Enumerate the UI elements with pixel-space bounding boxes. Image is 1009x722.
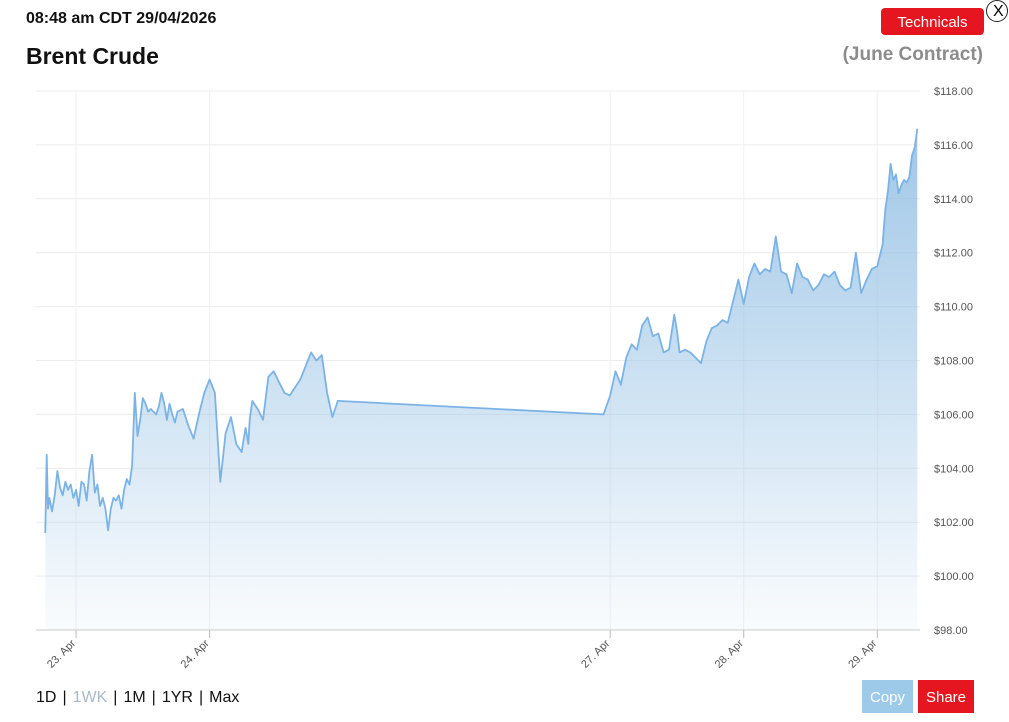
y-tick-label: $118.00	[934, 86, 973, 98]
x-tick-label: 29. Apr	[846, 637, 879, 670]
range-separator: |	[198, 689, 204, 706]
range-1wk[interactable]: 1WK	[72, 689, 108, 706]
y-tick-label: $102.00	[934, 517, 974, 529]
range-max[interactable]: Max	[209, 689, 240, 706]
contract-label: (June Contract)	[842, 44, 983, 65]
range-separator: |	[113, 689, 118, 706]
y-tick-label: $112.00	[934, 248, 973, 260]
share-button[interactable]: Share	[918, 680, 974, 713]
x-tick-label: 23. Apr	[45, 637, 78, 670]
price-chart: $98.00 $100.00 $102.00 $104.00 $106.00 $108.0…	[36, 86, 974, 671]
chart-title: Brent Crude	[26, 43, 159, 69]
close-button[interactable]: X	[986, 0, 1008, 22]
y-tick-label: $100.00	[934, 571, 974, 583]
x-tick-label: 24. Apr	[179, 637, 212, 670]
range-selector: 1D | 1WK | 1M | 1YR | Max	[36, 689, 239, 707]
series-line	[44, 128, 919, 534]
technicals-button[interactable]: Technicals	[881, 8, 984, 35]
range-1yr[interactable]: 1YR	[161, 689, 193, 706]
x-tick-label: 27. Apr	[579, 637, 612, 670]
range-1m[interactable]: 1M	[123, 689, 146, 706]
range-1d[interactable]: 1D	[36, 689, 57, 706]
y-tick-label: $106.00	[934, 409, 974, 421]
range-separator: |	[62, 689, 67, 706]
range-separator: |	[151, 689, 156, 706]
y-tick-label: $104.00	[934, 463, 974, 475]
copy-button[interactable]: Copy	[862, 680, 913, 713]
timestamp: 08:48 am CDT 29/04/2026	[26, 10, 217, 27]
y-tick-label: $114.00	[934, 194, 973, 206]
axes: $98.00 $100.00 $102.00 $104.00 $106.00 $108.0…	[36, 86, 974, 671]
series-layer	[44, 128, 919, 630]
series-area	[45, 128, 918, 630]
x-tick-label: 28. Apr	[713, 637, 746, 670]
y-tick-label: $116.00	[934, 140, 973, 152]
y-tick-label: $98.00	[934, 625, 968, 637]
y-tick-label: $108.00	[934, 356, 974, 368]
y-tick-label: $110.00	[934, 302, 973, 314]
